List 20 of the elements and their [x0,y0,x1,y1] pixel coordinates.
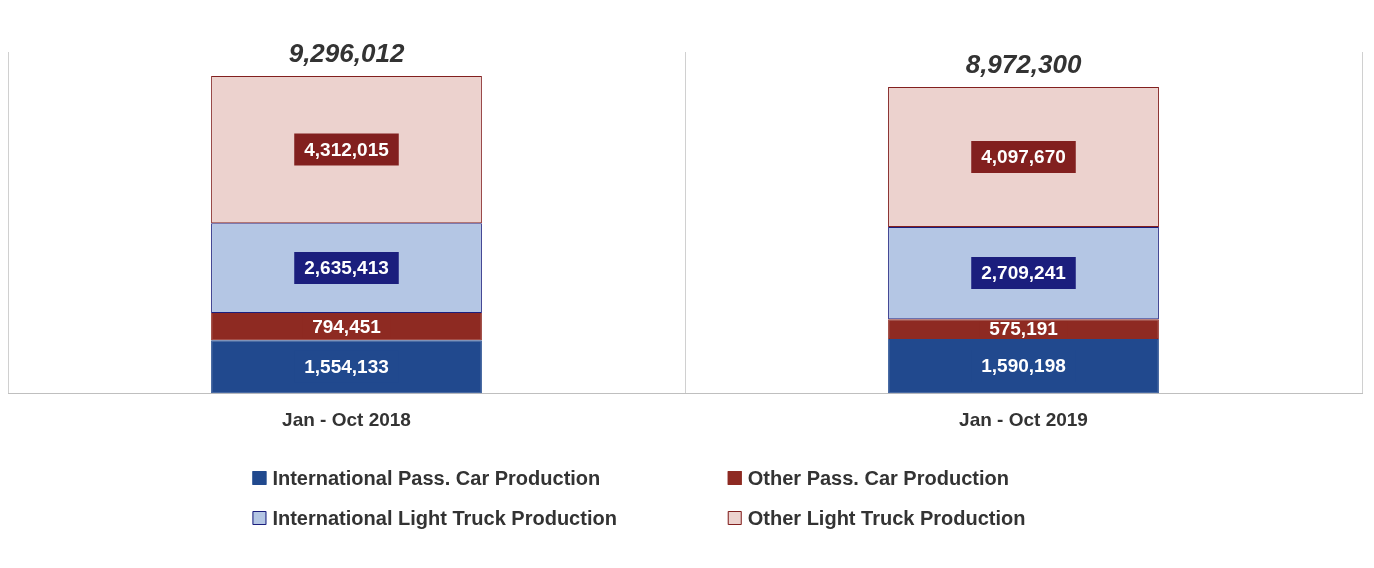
data-label: 2,635,413 [304,257,389,279]
legend-label: Other Light Truck Production [747,506,1026,529]
total-label: 9,296,012 [288,38,405,69]
bar [888,338,1159,394]
data-label: 575,191 [989,318,1059,340]
bar [211,313,482,341]
data-label: 1,554,133 [304,355,389,377]
x-tick-label: Jan - Oct 2019 [959,408,1088,430]
total-label: 8,972,300 [965,49,1082,80]
data-label: 2,709,241 [981,262,1067,284]
bar [888,319,1159,339]
data-label: 4,312,015 [304,138,390,160]
bar [211,340,482,394]
legend-label: Other Pass. Car Production [747,466,1009,489]
x-tick-label: Jan - Oct 2018 [282,408,411,430]
data-label: 4,097,670 [981,146,1066,168]
data-label: 1,590,198 [981,355,1066,377]
data-label: 794,451 [312,315,382,337]
legend-label: International Light Truck Production [272,506,617,529]
legend-label: International Pass. Car Production [272,466,601,489]
